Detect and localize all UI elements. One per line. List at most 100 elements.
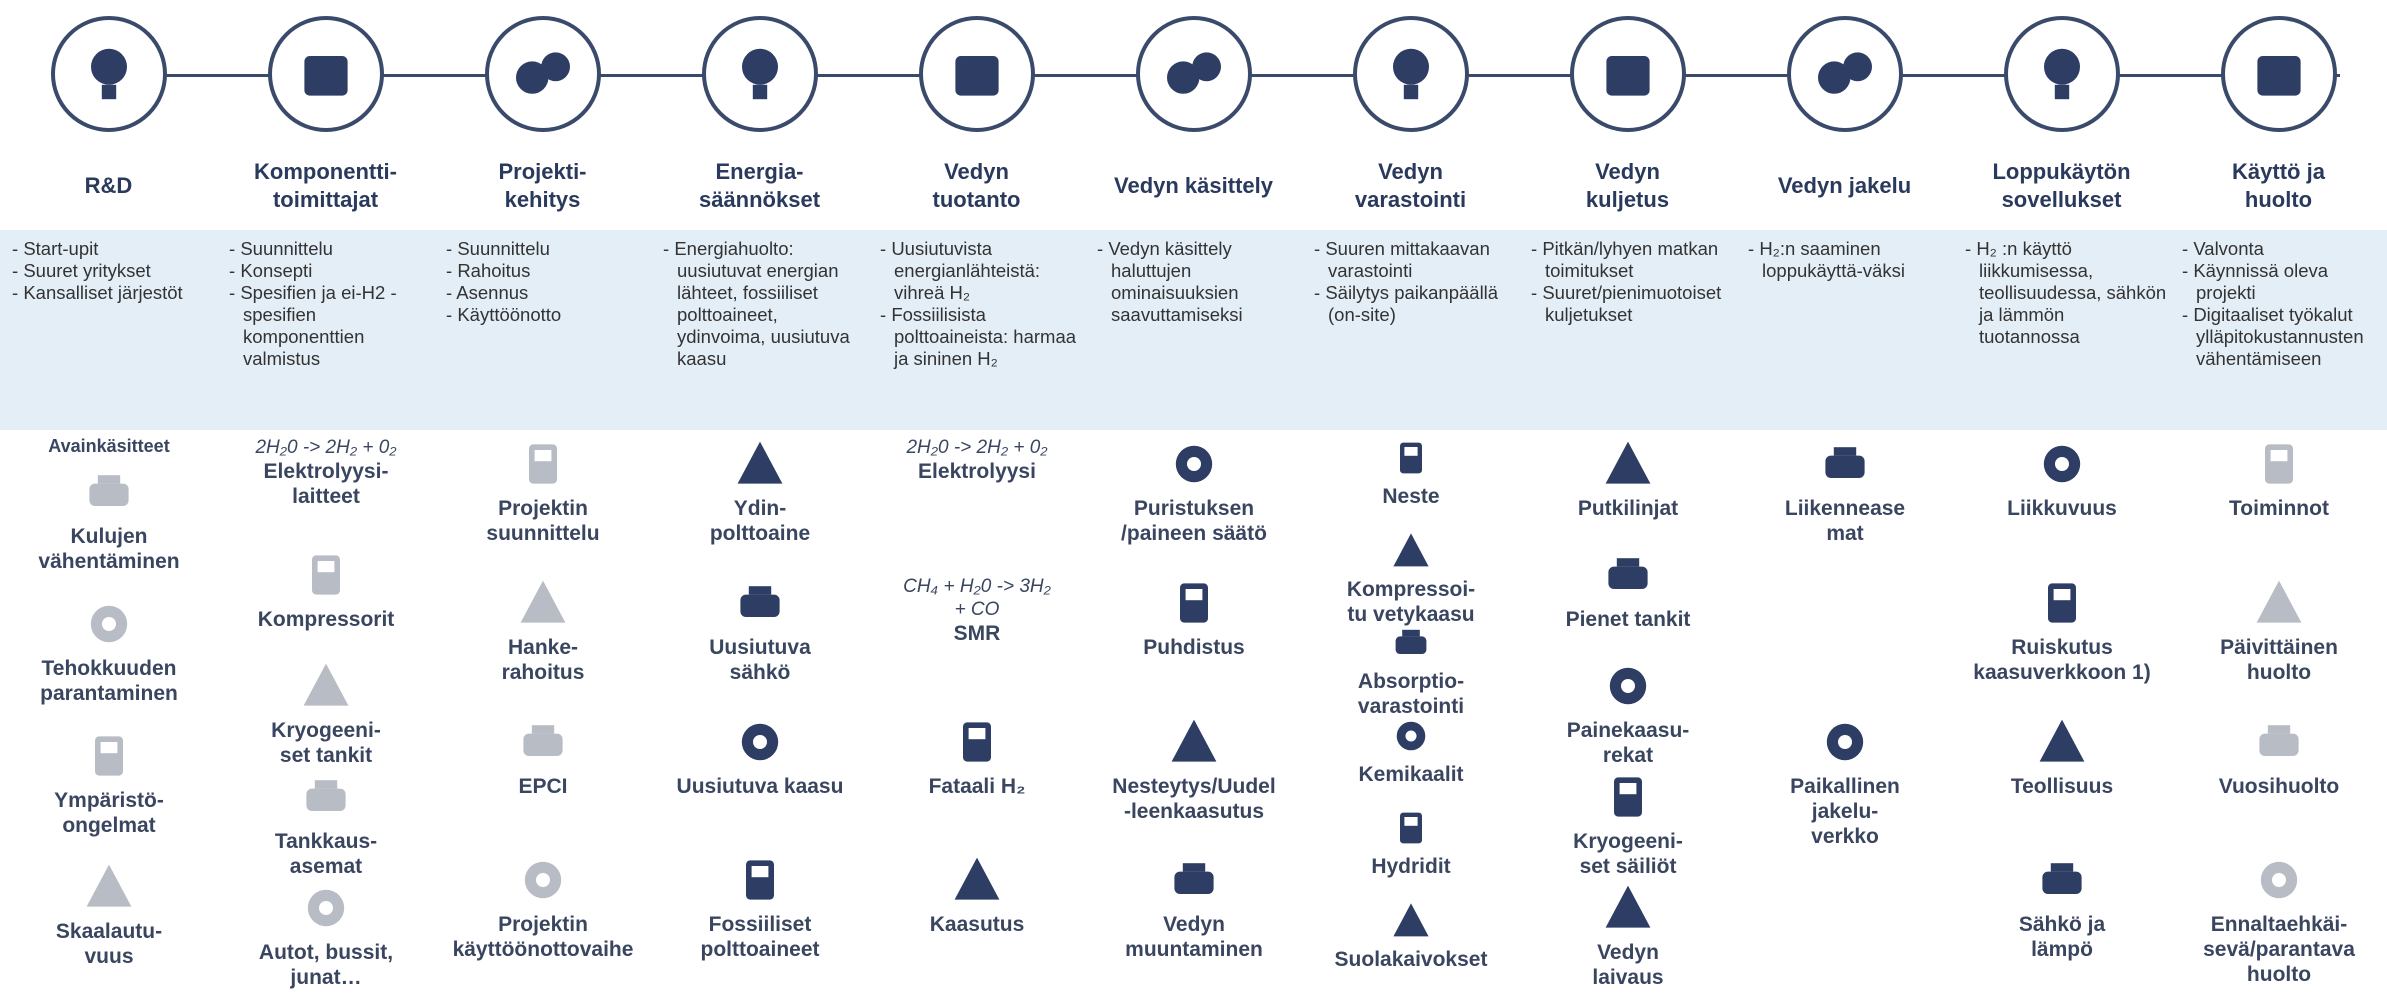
bullet: Spesifien ja ei-H2 -spesifien komponentt…	[229, 282, 434, 370]
stage-title: Vedyn käsittely	[1114, 173, 1273, 198]
bullet-list: H₂ :n käyttö liikkumisessa, teollisuudes…	[1965, 238, 2170, 348]
bullet: Rahoitus	[446, 260, 651, 282]
item-column: Liikennease mat Paikallinen jakelu- verkk…	[1738, 436, 1953, 996]
item-label: Elektrolyysi- laitteet	[263, 460, 389, 508]
item-label: Päivittäinen huolto	[2220, 635, 2338, 684]
bullet-list: Start-upitSuuret yrityksetKansalliset jä…	[12, 238, 217, 304]
icon	[2265, 444, 2293, 484]
stage-icon	[90, 48, 127, 100]
icon	[1400, 812, 1422, 844]
item-label: EPCI	[518, 774, 568, 798]
item-column: Toiminnot Päivittäinen huolto Vuosihuolto E…	[2172, 436, 2387, 996]
item-column: Putkilinjat Pienet tankit Painekaasu- reka…	[1521, 436, 1736, 996]
item-label: Ruiskutus kaasuverkkoon 1)	[1973, 635, 2151, 684]
icon	[1393, 902, 1429, 936]
icon	[312, 555, 340, 595]
icon	[1608, 558, 1648, 589]
item: Absorptio- varastointi	[1304, 621, 1519, 719]
item-label: Ympäristö- ongelmat	[54, 788, 164, 837]
stage-icon	[1817, 52, 1872, 94]
stage-title: Projekti- kehitys	[498, 159, 587, 212]
bullet-list: Energiahuolto: uusiutuvat energian lähte…	[663, 238, 868, 370]
item: Hydridit	[1304, 806, 1519, 879]
bullet-list: Suuren mittakaavan varastointiSäilytys p…	[1314, 238, 1519, 326]
stage-icon	[2256, 56, 2301, 96]
item: Vuosihuolto	[2172, 714, 2387, 799]
item-label: Puhdistus	[1143, 635, 1245, 659]
stage-icon	[1166, 52, 1221, 94]
stage-circle	[2003, 16, 2120, 132]
stage-title: R&D	[84, 173, 133, 198]
icon	[1609, 667, 1647, 705]
item-label: SMR	[953, 621, 1001, 645]
bullet: Asennus	[446, 282, 651, 304]
bullet-list: SuunnitteluKonseptiSpesifien ja ei-H2 -s…	[229, 238, 434, 370]
icon	[2042, 863, 2082, 895]
item-label: Skaalautu- vuus	[55, 920, 163, 969]
icon	[303, 663, 349, 706]
item-column: Ydin- polttoaine Uusiutuva sähkö Uusiutuva…	[653, 436, 868, 996]
icon	[89, 475, 129, 506]
item-label: Tehokkuuden parantaminen	[40, 656, 178, 705]
icon	[1174, 863, 1214, 895]
bullet: Suunnittelu	[446, 238, 651, 260]
item-label: Putkilinjat	[1577, 497, 1679, 520]
item-label: Kompressoi- tu vetykaasu	[1346, 577, 1476, 626]
bullet: Vedyn käsittely haluttujen ominaisuuksie…	[1097, 238, 1302, 326]
item: Skaalautu- vuus	[2, 859, 217, 969]
icon	[2259, 724, 2299, 756]
bullet-list: Pitkän/lyhyen matkan toimituksetSuuret/p…	[1531, 238, 1736, 326]
item: Putkilinjat	[1521, 436, 1736, 521]
stage-title: Käyttö ja huolto	[2232, 159, 2325, 212]
bullet-list: Vedyn käsittely haluttujen ominaisuuksie…	[1097, 238, 1302, 326]
icon	[520, 580, 566, 623]
bullet: Valvonta	[2182, 238, 2387, 260]
icon	[963, 721, 991, 762]
item-column: Neste Kompressoi- tu vetykaasu Absorptio- …	[1304, 436, 1519, 996]
item: Projektin käyttöönottovaihe	[436, 852, 651, 962]
icon	[1175, 445, 1213, 483]
item-label: Kryogeeni- set säiliöt	[1573, 830, 1683, 878]
icon	[2039, 719, 2085, 762]
item: Neste	[1304, 436, 1519, 509]
item: Suolakaivokset	[1304, 899, 1519, 972]
item-label: Vedyn muuntaminen	[1125, 913, 1263, 962]
item-column: 2H₂0 -> 2H₂ + 0₂ Elektrolyysi- laitteet Ko…	[219, 436, 434, 996]
item-label: Teollisuus	[2010, 774, 2114, 798]
icon	[523, 724, 563, 756]
item-label: Uusiutuva kaasu	[676, 774, 844, 798]
item-label: Ydin- polttoaine	[709, 497, 811, 545]
icon	[524, 862, 562, 899]
item-label: Painekaasu- rekat	[1566, 719, 1690, 767]
icon	[1171, 719, 1217, 762]
item: Autot, bussit, junat…	[219, 880, 434, 990]
formula: 2H₂0 -> 2H₂ + 0₂	[906, 437, 1048, 458]
item: 2H₂0 -> 2H₂ + 0₂ Elektrolyysi	[870, 436, 1085, 484]
bullet: Start-upit	[12, 238, 217, 260]
bullet: H₂:n saaminen loppukäyttä-väksi	[1748, 238, 1953, 282]
icon	[2256, 580, 2302, 623]
icon	[90, 605, 128, 642]
item: Kaasutus	[870, 852, 1085, 937]
stage-circle	[50, 16, 167, 132]
stage-title: Komponentti- toimittajat	[254, 159, 397, 212]
stage-icon	[515, 52, 570, 94]
stage-circle	[701, 16, 818, 132]
icon	[1826, 723, 1864, 760]
stage-icon	[954, 56, 999, 96]
item-column: Liikkuvuus Ruiskutus kaasuverkkoon 1) Teol…	[1955, 436, 2170, 996]
stage-title: Vedyn varastointi	[1354, 159, 1467, 212]
item: Puristuksen /paineen säätö	[1087, 436, 1302, 546]
icon	[306, 780, 346, 811]
item-label: Nesteytys/Uudel -leenkaasutus	[1112, 774, 1276, 823]
item-label: Elektrolyysi	[918, 460, 1036, 483]
bullet-list: H₂:n saaminen loppukäyttä-väksi	[1748, 238, 1953, 282]
stage-icon	[1605, 56, 1650, 96]
icon	[954, 857, 1000, 900]
bullet: Digitaaliset työkalut ylläpitokustannust…	[2182, 304, 2387, 370]
item-label: Autot, bussit, junat…	[258, 941, 394, 989]
item: Paikallinen jakelu- verkko	[1738, 714, 1953, 849]
stage-circle	[267, 16, 384, 132]
bullet: Kansalliset järjestöt	[12, 282, 217, 304]
